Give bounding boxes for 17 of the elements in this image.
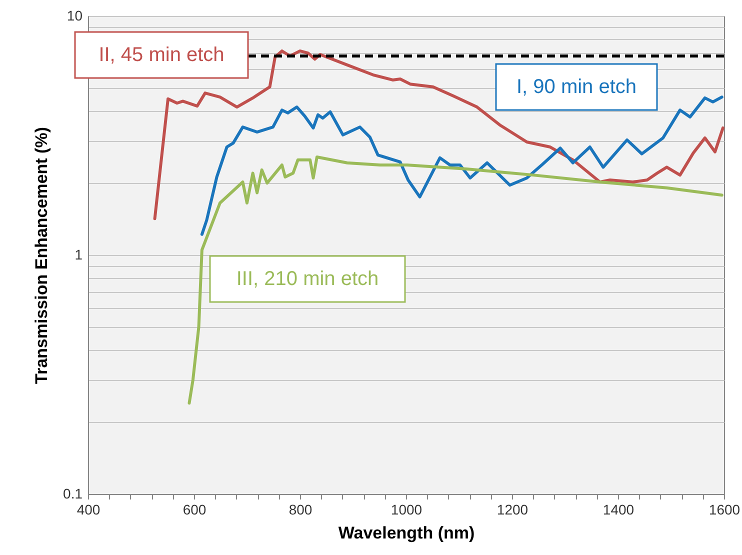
- x-axis-title: Wavelength (nm): [338, 524, 475, 542]
- x-tick-label: 1600: [708, 502, 740, 518]
- x-tick-label: 400: [76, 502, 100, 518]
- y-tick-label: 1: [74, 246, 83, 262]
- series-label: III, 210 min etch: [236, 268, 379, 290]
- series-label: II, 45 min etch: [98, 44, 224, 66]
- line-series: [200, 96, 724, 236]
- x-tick-label: 800: [288, 502, 312, 518]
- y-tick-label: 0.1: [63, 486, 83, 502]
- x-tick-label: 1400: [602, 502, 634, 518]
- x-tick-label: 600: [182, 502, 206, 518]
- text: I, 90 min etch: [516, 76, 637, 98]
- y-tick-label: 10: [66, 8, 83, 24]
- line-series: [188, 156, 724, 405]
- x-tick-label: 1200: [496, 502, 528, 518]
- y-axis-title: Transmission Enhancement (%): [32, 127, 52, 384]
- x-tick-label: 1000: [390, 502, 422, 518]
